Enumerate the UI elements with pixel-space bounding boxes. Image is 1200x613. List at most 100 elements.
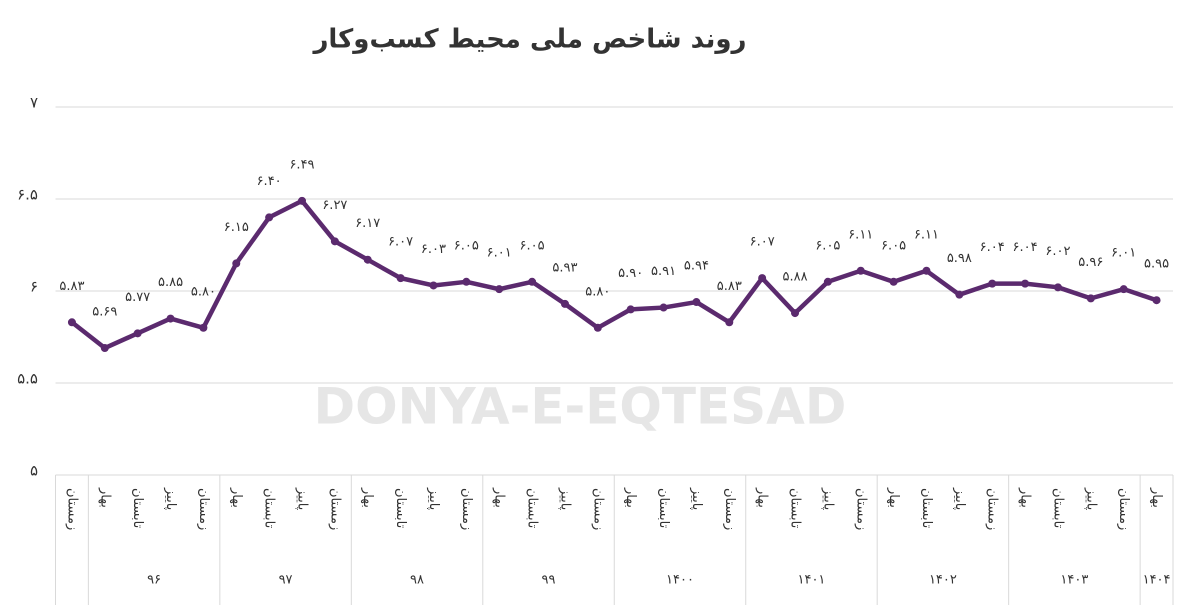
x-tick-label: بهار — [886, 487, 901, 508]
data-label: ۵.۸۵ — [158, 275, 183, 290]
point — [199, 323, 208, 332]
point — [330, 237, 339, 246]
y-tick-label: ۷ — [30, 94, 38, 112]
data-label: ۶.۰۵ — [815, 238, 840, 253]
x-tick-label: بهار — [755, 487, 770, 508]
point — [495, 285, 504, 294]
data-label: ۶.۰۴ — [1013, 240, 1038, 255]
y-tick-label: ۵ — [30, 462, 38, 480]
x-group-label: ۹۷ — [279, 573, 293, 588]
point — [363, 255, 372, 264]
data-label: ۶.۰۵ — [454, 238, 479, 253]
data-label: ۶.۰۴ — [980, 240, 1005, 255]
point — [462, 277, 471, 286]
data-label: ۵.۸۸ — [782, 270, 807, 285]
x-group-label: ۹۹ — [542, 573, 556, 588]
point — [265, 213, 274, 222]
data-label: ۶.۱۱ — [848, 227, 873, 242]
point — [232, 259, 241, 268]
data-label: ۶.۱۵ — [224, 220, 249, 235]
point — [856, 266, 865, 275]
data-label: ۵.۸۳ — [717, 279, 742, 294]
data-label: ۵.۹۶ — [1078, 255, 1103, 270]
x-tick-label: پاییز — [557, 487, 572, 511]
point — [528, 277, 537, 286]
data-label: ۵.۷۷ — [125, 290, 150, 305]
y-tick-label: ۵.۵ — [17, 370, 38, 388]
point — [1086, 294, 1095, 303]
data-label: ۶.۴۹ — [289, 157, 314, 172]
point — [889, 277, 898, 286]
point — [67, 318, 76, 327]
x-tick-label: زمستان — [722, 488, 737, 530]
data-label: ۵.۹۵ — [1144, 257, 1169, 272]
point — [659, 303, 668, 312]
x-tick-label: تابستان — [656, 488, 671, 529]
x-tick-label: زمستان — [590, 488, 605, 530]
point — [791, 309, 800, 318]
data-label: ۶.۱۷ — [355, 216, 380, 231]
x-tick-label: پاییز — [426, 487, 441, 511]
x-tick-label: زمستان — [853, 488, 868, 530]
point — [758, 274, 767, 283]
point — [560, 299, 569, 308]
x-group-label: ۱۴۰۲ — [929, 573, 957, 588]
x-tick-label: زمستان — [196, 488, 211, 530]
data-label: ۶.۰۵ — [520, 238, 545, 253]
x-tick-label: زمستان — [327, 488, 342, 530]
x-tick-label: زمستان — [985, 488, 1000, 530]
point — [823, 277, 832, 286]
x-tick-label: بهار — [97, 487, 112, 508]
x-tick-label: تابستان — [919, 488, 934, 529]
point — [922, 266, 931, 275]
x-tick-label: زمستان — [64, 488, 79, 530]
data-label: ۶.۰۳ — [421, 242, 446, 257]
point — [1119, 285, 1128, 294]
data-label: ۶.۰۲ — [1045, 244, 1070, 259]
point — [955, 290, 964, 299]
x-tick-label: پاییز — [952, 487, 967, 511]
data-label: ۵.۹۸ — [947, 251, 972, 266]
x-tick-label: بهار — [1018, 487, 1033, 508]
x-tick-label: تابستان — [262, 488, 277, 529]
x-group-label: ۱۴۰۱ — [797, 573, 825, 588]
line — [70, 198, 1158, 351]
data-label: ۵.۸۳ — [59, 279, 84, 294]
x-tick-label: تابستان — [525, 488, 540, 529]
x-tick-label: بهار — [1149, 487, 1164, 508]
watermark: DONYA-E-EQTESAD — [314, 378, 847, 436]
x-tick-label: تابستان — [393, 488, 408, 529]
x-tick-label: زمستان — [459, 488, 474, 530]
point — [429, 281, 438, 290]
point — [100, 344, 109, 353]
x-group-label: ۱۴۰۰ — [666, 573, 694, 588]
y-tick-label: ۶.۵ — [17, 186, 38, 204]
point — [133, 329, 142, 338]
x-tick-label: پاییز — [163, 487, 178, 511]
x-tick-label: بهار — [623, 487, 638, 508]
x-tick-label: بهار — [360, 487, 375, 508]
data-label: ۶.۰۱ — [487, 246, 512, 261]
point — [1021, 279, 1030, 288]
x-tick-label: پاییز — [295, 487, 310, 511]
x-group-label: ۱۴۰۴ — [1143, 573, 1171, 588]
x-tick-label: بهار — [229, 487, 244, 508]
x-tick-label: پاییز — [820, 487, 835, 511]
point — [396, 274, 405, 283]
x-tick-label: پاییز — [1083, 487, 1098, 511]
point — [1152, 296, 1161, 305]
x-tick-label: تابستان — [1050, 488, 1065, 529]
data-label: ۶.۰۵ — [881, 238, 906, 253]
x-tick-label: تابستان — [788, 488, 803, 529]
data-label: ۶.۰۷ — [750, 235, 775, 250]
chart-title: روند شاخص ملی محیط کسب‌وکار — [311, 25, 746, 55]
x-tick-label: تابستان — [130, 488, 145, 529]
point — [166, 314, 175, 323]
data-label: ۶.۲۷ — [322, 198, 347, 213]
data-label: ۶.۴۰ — [257, 174, 282, 189]
y-tick-label: ۶ — [30, 278, 38, 296]
data-label: ۶.۰۱ — [1111, 246, 1136, 261]
x-group-label: ۹۶ — [147, 573, 161, 588]
x-tick-label: پاییز — [689, 487, 704, 511]
data-label: ۵.۹۰ — [618, 266, 643, 281]
